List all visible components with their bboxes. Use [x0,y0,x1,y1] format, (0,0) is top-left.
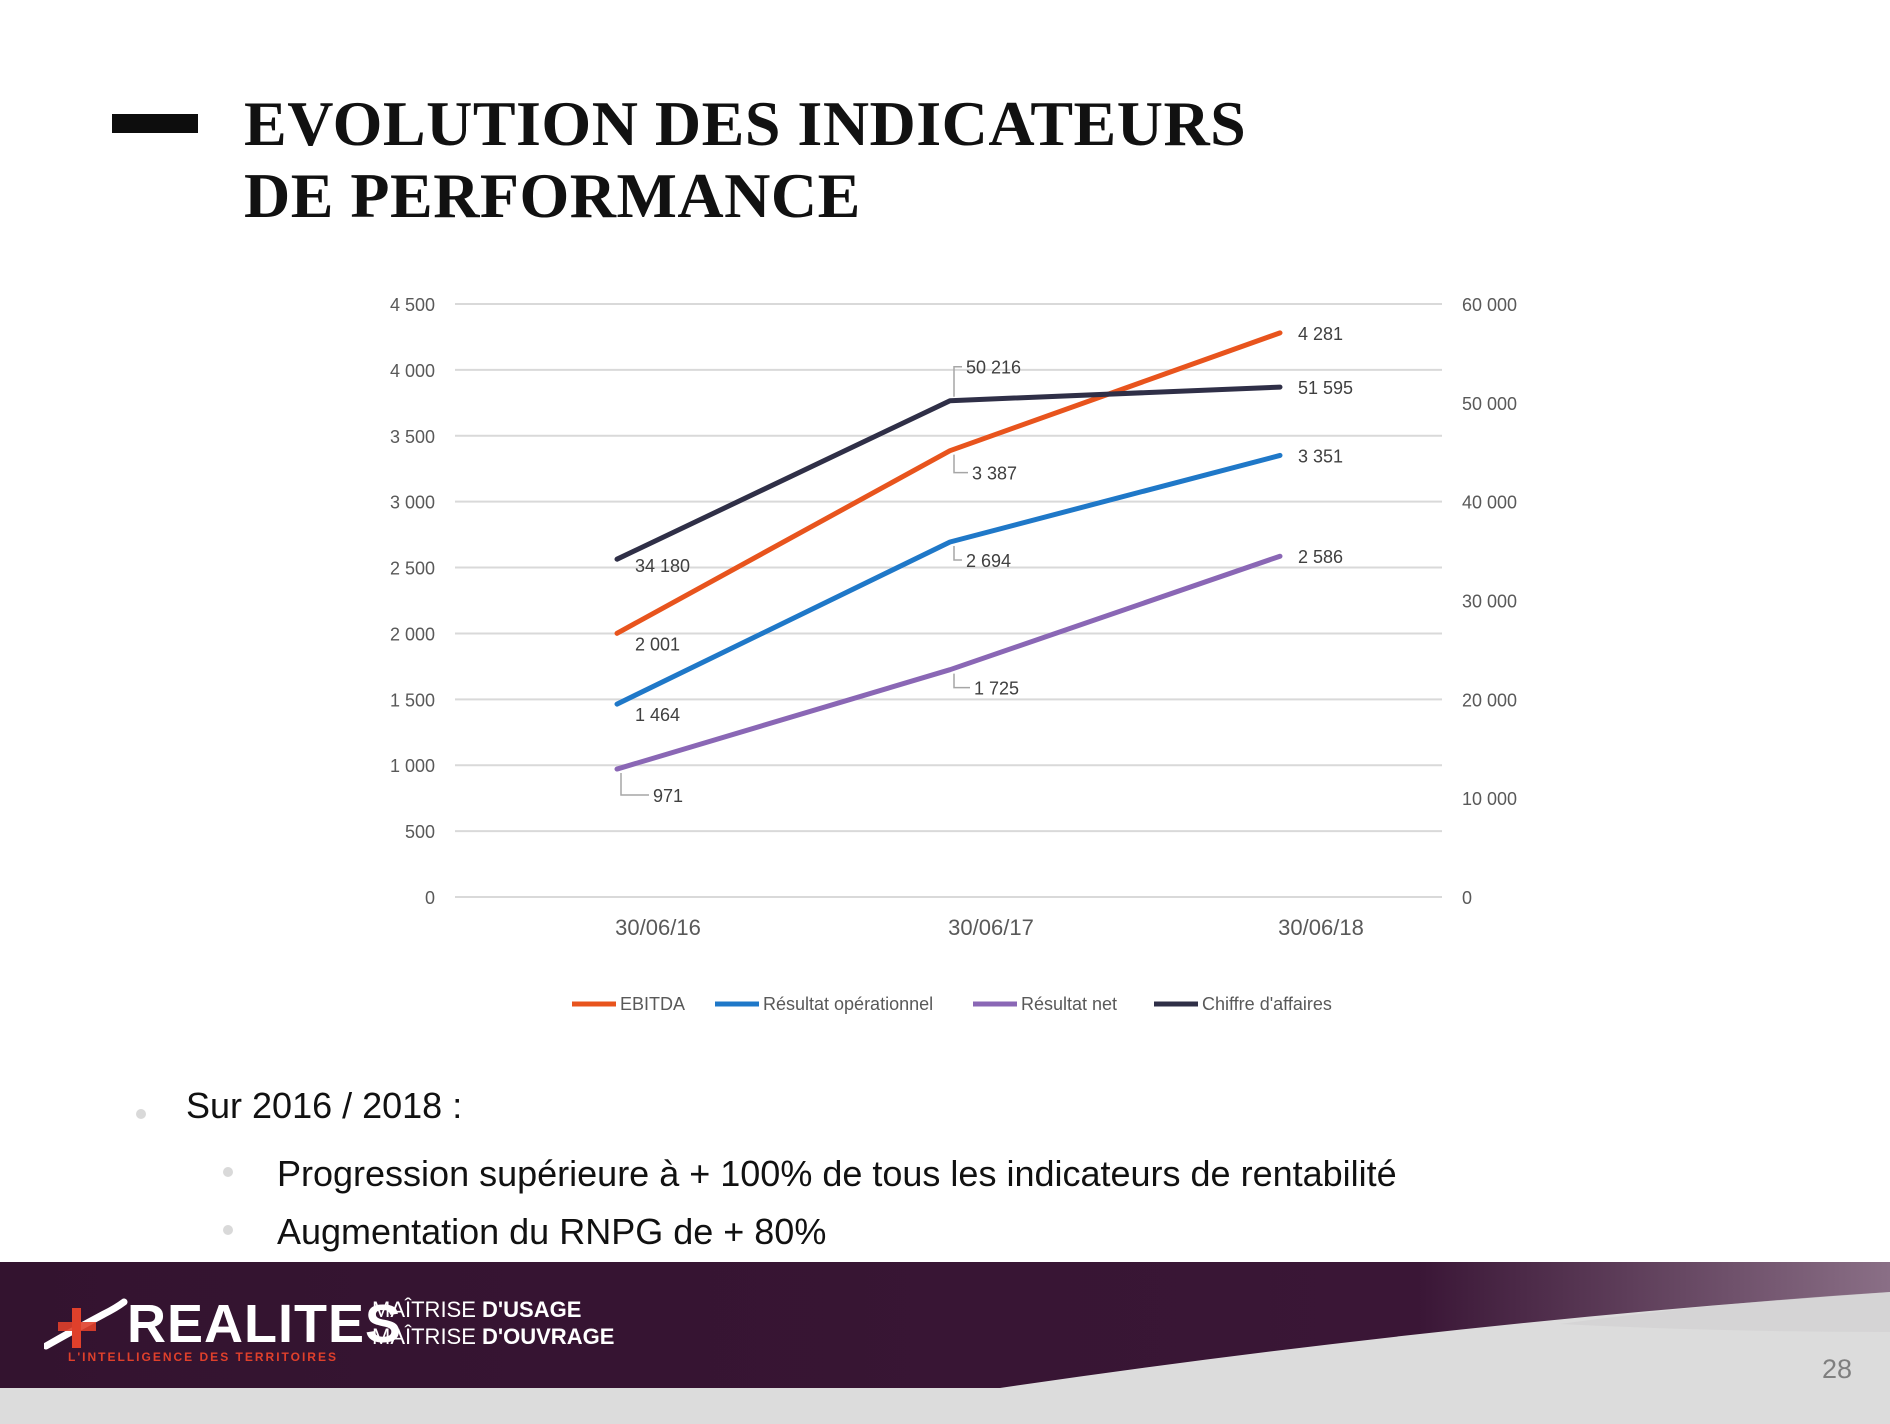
data-label: 2 001 [635,634,680,654]
data-label: 4 281 [1298,324,1343,344]
right-axis-tick-label: 10 000 [1462,789,1517,809]
series-line-2 [614,553,1283,772]
data-label: 971 [653,786,683,806]
left-axis-ticks: 0 500 1 000 1 500 2 000 2 500 3 000 3 500 4 000 4… [390,295,435,908]
data-label: 3 351 [1298,446,1343,466]
logo-text: REALITES [127,1294,403,1354]
logo-tagline: L'INTELLIGENCE DES TERRITOIRES [68,1350,338,1364]
legend-label-0: EBITDA [620,994,685,1014]
data-labels: 2 001 3 387 4 281 1 464 2 694 3 351 971 1 725 2 … [620,324,1353,806]
x-axis-tick-label: 30/06/18 [1278,915,1364,940]
data-label: 1 725 [974,679,1019,699]
left-axis-tick-label: 500 [405,822,435,842]
footer-band [0,1262,1890,1424]
x-axis-tick-label: 30/06/17 [948,915,1034,940]
data-label: 2 694 [966,551,1011,571]
data-label-leader [620,773,649,796]
logo-mark-icon [44,1298,128,1350]
bullet-sub-1: Progression supérieure à + 100% de tous … [277,1153,1397,1194]
left-axis-tick-label: 4 000 [390,361,435,381]
left-axis-tick-label: 0 [425,888,435,908]
series-lines [614,330,1283,772]
title-bar-marker [112,114,198,133]
legend-label-1: Résultat opérationnel [763,994,933,1014]
left-axis-tick-label: 2 000 [390,624,435,644]
tagline-usage: MAÎTRISE D'USAGE [372,1297,581,1323]
series-line-0 [614,330,1283,636]
bullet-dot [223,1167,233,1177]
x-axis-ticks: 30/06/16 30/06/17 30/06/18 [615,915,1364,940]
tagline-usage-bold: D'USAGE [482,1297,582,1322]
data-label: 1 464 [635,705,680,725]
right-axis-tick-label: 40 000 [1462,493,1517,513]
data-label: 34 180 [635,556,690,576]
data-label-leader [953,673,970,689]
data-label-leader [953,545,962,561]
legend: EBITDA Résultat opérationnel Résultat net C… [572,994,1332,1014]
left-axis-tick-label: 1 500 [390,690,435,710]
left-axis-tick-label: 3 000 [390,493,435,513]
data-label: 3 387 [972,464,1017,484]
slide-title-line2: DE PERFORMANCE [244,160,861,231]
left-axis-tick-label: 4 500 [390,295,435,315]
legend-label-3: Chiffre d'affaires [1202,994,1332,1014]
legend-label-2: Résultat net [1021,994,1117,1014]
x-axis-tick-label: 30/06/16 [615,915,701,940]
right-axis-tick-label: 30 000 [1462,592,1517,612]
right-axis-tick-label: 20 000 [1462,690,1517,710]
series-line-1 [614,452,1283,707]
slide-title: EVOLUTION DES INDICATEURS DE PERFORMANCE [244,88,1246,232]
right-axis-tick-label: 0 [1462,888,1472,908]
data-label: 51 595 [1298,378,1353,398]
gridlines [455,303,1442,898]
bullet-dot [136,1109,146,1119]
tagline-usage-prefix: MAÎTRISE [372,1297,483,1322]
slide-title-line1: EVOLUTION DES INDICATEURS [244,88,1247,159]
right-axis-tick-label: 50 000 [1462,394,1517,414]
data-label: 50 216 [966,358,1021,378]
tagline-ouvrage-bold: D'OUVRAGE [482,1324,615,1349]
performance-line-chart: 0 500 1 000 1 500 2 000 2 500 3 000 3 500 4 000 4… [390,295,1517,1014]
bullet-sub-2: Augmentation du RNPG de + 80% [277,1211,827,1252]
data-label-leader [953,365,962,397]
bullet-main: Sur 2016 / 2018 : [186,1085,463,1126]
data-label: 2 586 [1298,547,1343,567]
page-number: 28 [1822,1354,1853,1384]
left-axis-tick-label: 3 500 [390,427,435,447]
tagline-ouvrage-prefix: MAÎTRISE [372,1324,483,1349]
right-axis-ticks: 0 10 000 20 000 30 000 40 000 50 000 60 000 [1462,295,1517,908]
right-axis-tick-label: 60 000 [1462,295,1517,315]
series-line-3 [614,384,1283,562]
bullet-dot [223,1225,233,1235]
data-label-leader [953,454,968,474]
left-axis-tick-label: 1 000 [390,756,435,776]
left-axis-tick-label: 2 500 [390,559,435,579]
tagline-ouvrage: MAÎTRISE D'OUVRAGE [372,1324,614,1350]
